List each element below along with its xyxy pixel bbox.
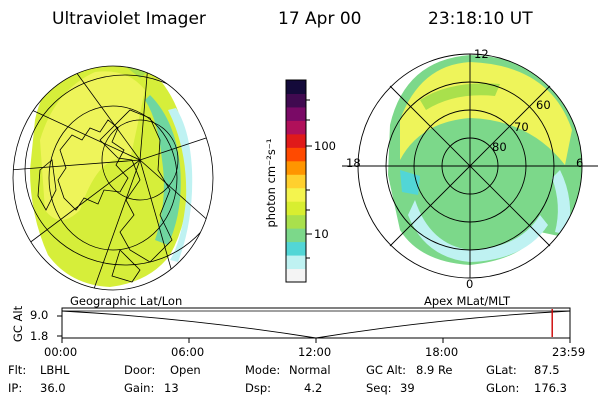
altitude-curve: [61, 310, 571, 339]
colorbar-segment: [286, 228, 306, 243]
right-panel-caption: Apex MLat/MLT: [424, 294, 511, 308]
colorbar: [285, 79, 312, 283]
timeline-xtick-2359: 23:59: [552, 345, 586, 359]
gc-alt-label: GC Alt:: [366, 363, 407, 377]
filter-value: LBHL: [40, 363, 70, 377]
instrument-title: Ultraviolet Imager: [52, 9, 206, 29]
timeline-xtick-0600: 06:00: [171, 345, 205, 359]
colorbar-segment: [286, 187, 306, 202]
colorbar-segment: [286, 93, 306, 108]
glat-label: GLat:: [486, 363, 517, 377]
colorbar-segment: [286, 174, 306, 189]
ip-value: 36.0: [40, 381, 66, 395]
dsp-value: 4.2: [304, 381, 323, 395]
mlt-label-18: 18: [346, 156, 361, 170]
mlt-label-6: 6: [576, 156, 584, 170]
colorbar-tick-10: 10: [314, 227, 329, 241]
colorbar-segment: [286, 268, 306, 283]
colorbar-segment: [286, 241, 306, 256]
filter-label: Flt:: [8, 363, 27, 377]
observation-time: 23:18:10 UT: [428, 9, 533, 29]
door-label: Door:: [124, 363, 156, 377]
mlt-label-12: 12: [474, 47, 489, 61]
gain-value: 13: [164, 381, 179, 395]
dsp-label: Dsp:: [245, 381, 272, 395]
colorbar-segment: [286, 80, 306, 94]
gc-alt-value: 8.9 Re: [416, 363, 453, 377]
seq-label: Seq:: [366, 381, 392, 395]
ip-label: IP:: [8, 381, 23, 395]
door-value: Open: [170, 363, 201, 377]
gain-label: Gain:: [124, 381, 155, 395]
mlat-label-60: 60: [536, 98, 551, 112]
colorbar-segment: [286, 201, 306, 216]
colorbar-segment: [286, 147, 306, 162]
mode-label: Mode:: [245, 363, 281, 377]
left-panel-caption: Geographic Lat/Lon: [70, 294, 183, 308]
colorbar-segment: [286, 106, 306, 121]
colorbar-segment: [286, 133, 306, 148]
coastline: [57, 119, 129, 211]
timeline-xtick-1800: 18:00: [425, 345, 459, 359]
mlat-label-70: 70: [514, 120, 529, 134]
mlat-label-80: 80: [492, 140, 507, 154]
timeline-ytick-bottom: 1.8: [30, 329, 49, 343]
colorbar-segment: [286, 160, 306, 175]
glat-value: 87.5: [534, 363, 560, 377]
timeline-ytick-top: 9.0: [30, 308, 49, 322]
gc-altitude-timeline: [57, 307, 571, 343]
colorbar-segment: [286, 214, 306, 229]
timeline-axis-title: GC Alt: [11, 305, 25, 343]
timeline-xtick-0000: 00:00: [44, 345, 78, 359]
timeline-xtick-1200: 12:00: [298, 345, 332, 359]
observation-date: 17 Apr 00: [278, 9, 362, 29]
colorbar-unit-label: photon cm⁻²s⁻¹: [264, 138, 278, 228]
glon-label: GLon:: [486, 381, 520, 395]
mode-value: Normal: [289, 363, 331, 377]
colorbar-segment: [286, 120, 306, 135]
mlt-label-0: 0: [466, 277, 474, 291]
seq-value: 39: [400, 381, 415, 395]
colorbar-segment: [286, 255, 306, 270]
glon-value: 176.3: [534, 381, 567, 395]
geographic-image: [12, 65, 214, 291]
colorbar-tick-100: 100: [314, 139, 336, 153]
apex-polar-image: [342, 53, 598, 279]
